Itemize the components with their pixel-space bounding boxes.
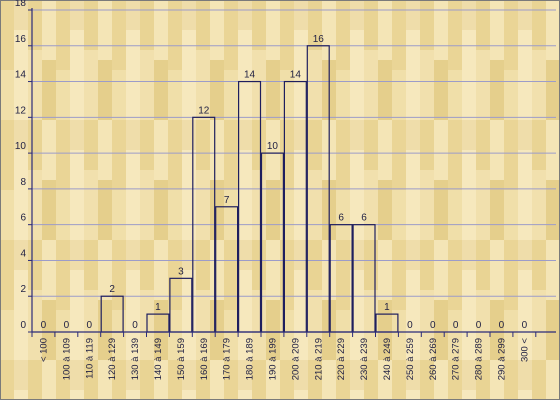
bar-value-label-18: 0 bbox=[453, 320, 459, 331]
x-tick-label-8: 170 à 179 bbox=[222, 338, 233, 380]
x-tick-label-13: 220 à 229 bbox=[336, 338, 347, 380]
bar-value-label-9: 14 bbox=[244, 70, 256, 81]
x-tick-label-1: 100 à 109 bbox=[61, 338, 72, 380]
bar-value-label-16: 0 bbox=[407, 320, 413, 331]
x-tick-label-14: 230 à 239 bbox=[359, 338, 370, 380]
bar-value-label-8: 7 bbox=[224, 195, 230, 206]
x-tick-label-6: 150 à 159 bbox=[176, 338, 187, 380]
y-tick-label-2: 2 bbox=[20, 284, 26, 295]
bar-value-label-1: 0 bbox=[64, 320, 70, 331]
bars bbox=[100, 45, 399, 333]
x-tick-label-12: 210 à 219 bbox=[313, 338, 324, 380]
x-tick-label-10: 190 à 199 bbox=[267, 338, 278, 380]
x-tick-label-0: < 100 bbox=[38, 338, 49, 362]
axes bbox=[28, 8, 556, 337]
x-tick-label-9: 180 à 189 bbox=[245, 338, 256, 380]
x-tick-label-18: 270 à 279 bbox=[451, 338, 462, 380]
y-tick-labels: 0 2 4 6 8 10 12 14 16 18 bbox=[15, 0, 27, 331]
bar-value-label-10: 10 bbox=[267, 141, 279, 152]
x-tick-label-16: 250 à 259 bbox=[405, 338, 416, 380]
bar-value-label-2: 0 bbox=[86, 320, 92, 331]
x-tick-label-3: 120 à 129 bbox=[107, 338, 118, 380]
y-tick-label-18: 18 bbox=[15, 0, 27, 9]
y-tick-label-8: 8 bbox=[20, 177, 26, 188]
bar-value-label-6: 3 bbox=[178, 266, 184, 277]
bar-value-label-20: 0 bbox=[499, 320, 505, 331]
bar-value-label-7: 12 bbox=[198, 105, 210, 116]
bar-value-label-0: 0 bbox=[41, 320, 47, 331]
y-tick-label-12: 12 bbox=[15, 105, 27, 116]
x-tick-label-20: 290 à 299 bbox=[496, 338, 507, 380]
x-tick-label-11: 200 à 209 bbox=[290, 338, 301, 380]
bar-value-label-17: 0 bbox=[430, 320, 436, 331]
x-tick-label-2: 110 à 119 bbox=[84, 338, 95, 379]
bar-value-label-11: 14 bbox=[290, 70, 302, 81]
x-tick-labels: < 100 100 à 109 110 à 119 120 à 129 130 à 13… bbox=[38, 338, 530, 381]
y-tick-label-10: 10 bbox=[15, 141, 27, 152]
bar-value-label-13: 6 bbox=[338, 213, 344, 224]
y-tick-label-4: 4 bbox=[20, 248, 26, 259]
bar-value-label-12: 16 bbox=[313, 34, 325, 45]
bar-value-label-21: 0 bbox=[522, 320, 528, 331]
x-tick-label-17: 260 à 269 bbox=[428, 338, 439, 380]
bar-value-label-15: 1 bbox=[384, 302, 390, 313]
x-tick-label-4: 130 à 139 bbox=[130, 338, 141, 380]
x-tick-label-7: 160 à 169 bbox=[199, 338, 210, 380]
x-tick-label-5: 140 à 149 bbox=[153, 338, 164, 380]
bar-value-label-5: 1 bbox=[155, 302, 161, 313]
bar-value-label-14: 6 bbox=[361, 213, 367, 224]
bar-value-label-19: 0 bbox=[476, 320, 482, 331]
x-tick-label-21: 300 < bbox=[519, 338, 530, 362]
x-tick-label-15: 240 à 249 bbox=[382, 338, 393, 380]
y-tick-label-14: 14 bbox=[15, 70, 27, 81]
y-tick-label-16: 16 bbox=[15, 34, 27, 45]
y-tick-label-6: 6 bbox=[20, 213, 26, 224]
x-tick-label-19: 280 à 289 bbox=[474, 338, 485, 380]
bar-value-label-4: 0 bbox=[132, 320, 138, 331]
bar-value-label-3: 2 bbox=[109, 284, 115, 295]
y-tick-label-0: 0 bbox=[20, 320, 26, 331]
